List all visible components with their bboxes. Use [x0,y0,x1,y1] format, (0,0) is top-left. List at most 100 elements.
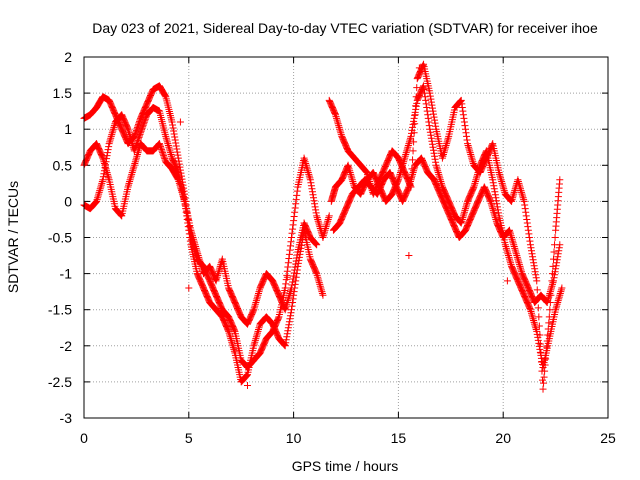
data-point-track-4 [346,169,354,177]
data-point-track-4 [403,147,411,155]
data-point-track-2 [218,312,226,320]
data-point-track-3 [138,126,146,134]
data-point-track-1 [319,234,327,241]
data-point-track-4 [426,128,434,136]
data-point-track-3 [101,164,109,172]
data-point-track-3 [285,293,293,301]
data-point-track-4 [425,122,433,130]
data-point-track-1 [310,194,318,202]
data-point-track-3 [292,260,300,268]
data-point-track-4 [459,214,467,222]
data-point-track-4 [526,306,534,314]
data-point-track-6 [511,187,519,195]
data-point-track-3 [188,232,196,240]
data-point-track-6 [515,179,523,187]
data-point-track-6 [408,174,415,182]
data-point-track-4 [527,308,535,316]
data-point-track-4 [534,336,542,344]
data-point-track-4 [411,111,419,119]
data-point-track-6 [539,376,546,384]
data-point-track-6 [331,110,339,118]
data-point-track-3 [132,142,140,150]
data-point-track-3 [282,304,290,312]
data-point-track-4 [345,163,353,171]
data-point-track-6 [332,111,340,119]
data-point-track-3 [136,132,144,140]
data-point-track-6 [426,89,434,97]
data-point-track-2 [314,275,322,283]
data-point-track-3 [291,263,299,271]
data-point-track-2 [282,339,290,347]
data-point-track-6 [469,158,477,166]
x-tick-label: 20 [495,430,511,446]
data-point-track-6 [412,93,420,101]
data-point-track-3 [134,136,142,144]
data-point-track-6 [431,119,439,127]
data-point-track-2 [129,167,137,175]
data-point-track-6 [497,176,505,184]
data-point-track-2 [280,341,288,349]
data-point-track-2 [282,336,290,344]
data-point-track-3 [104,146,112,154]
data-point-track-3 [283,300,291,308]
data-point-track-2 [126,176,134,184]
data-point-track-1 [314,217,322,225]
data-point-track-3 [197,262,205,270]
data-point-track-2 [100,159,108,167]
data-point-track-2 [229,342,237,350]
data-point-track-6 [541,361,549,369]
data-point-track-2 [318,288,326,296]
data-point-track-3 [251,300,259,308]
data-point-track-2 [159,150,167,158]
data-point-track-1 [300,154,308,162]
data-point-track-4 [471,178,479,186]
data-point-track-1 [169,121,177,129]
data-point-track-2 [250,340,258,348]
data-point-track-4 [347,170,355,178]
data-point-track-1 [230,326,238,334]
data-point-track-6 [540,379,548,387]
data-point-track-5 [489,205,497,213]
data-point-track-3 [312,240,320,248]
data-point-track-4 [438,181,446,189]
data-point-track-5 [430,175,438,183]
data-point-track-2 [133,152,141,160]
y-tick-label: 1 [64,121,72,137]
data-point-track-6 [536,331,544,339]
data-point-track-1 [312,206,320,214]
data-point-track-1 [303,165,311,173]
data-point-track-3 [92,199,100,207]
data-point-track-2 [99,154,107,162]
data-point-track-3 [190,235,198,243]
data-point-track-5 [555,247,563,255]
data-point-track-4 [494,209,502,217]
data-point-track-1 [170,127,178,135]
data-point-track-4 [437,178,445,186]
data-point-track-2 [251,338,259,346]
data-point-track-2 [228,338,236,346]
data-point-track-3 [162,134,170,142]
data-point-track-2 [228,340,236,348]
data-point-track-3 [311,239,319,247]
data-point-track-6 [333,116,341,124]
data-point-track-6 [547,284,555,292]
data-point-track-6 [521,201,529,209]
data-point-track-1 [288,234,296,241]
data-point-track-6 [500,187,508,195]
data-point-track-3 [192,244,200,252]
data-point-track-4 [506,257,514,265]
plot-frame [83,56,609,419]
data-point-track-6 [535,313,543,321]
data-point-track-1 [136,117,144,125]
data-point-track-6 [430,113,438,121]
data-point-track-4 [409,120,417,128]
data-point-track-6 [531,265,539,273]
data-point-track-2 [314,273,322,281]
data-point-track-6 [526,237,534,245]
data-point-track-6 [332,113,340,121]
data-point-track-1 [310,197,318,205]
data-point-track-3 [95,190,103,198]
data-point-track-6 [550,248,558,256]
data-point-track-5 [552,262,560,270]
data-point-track-6 [529,253,537,261]
